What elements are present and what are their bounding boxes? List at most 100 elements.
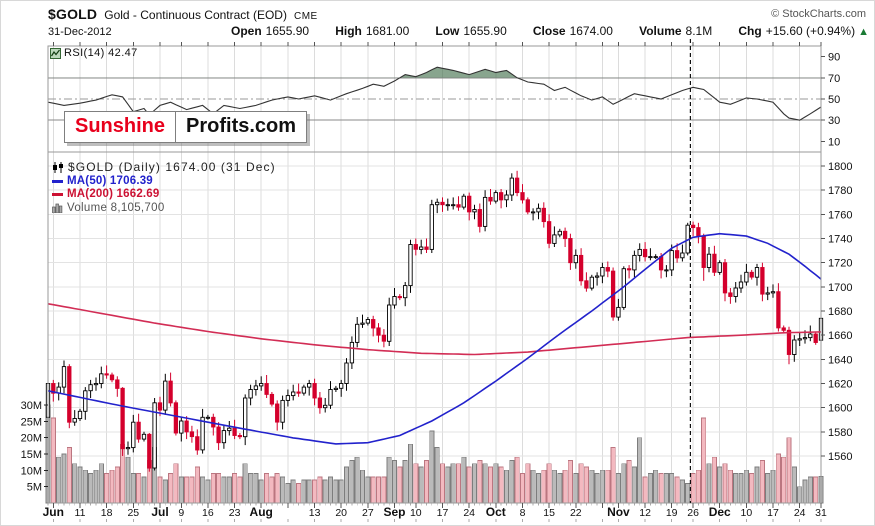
change-up-arrow-icon: ▲ xyxy=(858,26,869,38)
candle-body xyxy=(328,389,333,406)
candle-body xyxy=(552,234,557,244)
candle-body xyxy=(152,402,157,469)
candle-body xyxy=(637,248,642,256)
candle-body xyxy=(125,447,131,450)
volume-bar xyxy=(786,437,792,504)
candle-body xyxy=(120,387,125,450)
x-axis-label: 8 xyxy=(520,507,526,519)
volume-bar xyxy=(88,473,94,504)
volume-bar xyxy=(280,476,286,504)
volume-bar xyxy=(471,463,477,504)
volume-bar xyxy=(194,466,200,504)
volume-bar xyxy=(429,430,435,504)
candle-body xyxy=(472,209,477,213)
candle-body xyxy=(264,383,269,395)
volume-bar xyxy=(333,479,339,504)
x-axis-label: 26 xyxy=(687,507,699,519)
indicator-icon xyxy=(50,47,61,59)
candle-body xyxy=(104,373,109,376)
candle-body xyxy=(520,192,525,201)
candle-body xyxy=(578,254,584,282)
candle-body xyxy=(658,256,664,271)
volume-bar xyxy=(525,463,531,504)
volume-bar xyxy=(407,443,413,504)
volume-bar xyxy=(327,476,333,504)
volume-bar xyxy=(594,473,600,504)
price-panel-border xyxy=(47,151,822,504)
volume-bar xyxy=(647,473,653,504)
candle-body xyxy=(392,296,397,306)
volume-bar xyxy=(482,463,488,504)
candle-body xyxy=(376,327,381,336)
volume-bar xyxy=(530,469,536,504)
volume-axis-label: 15M xyxy=(21,449,42,461)
quote-field-close: Close 1674.00 xyxy=(532,24,613,38)
x-axis-label: 15 xyxy=(543,507,555,519)
volume-bar xyxy=(498,466,504,504)
candle-body xyxy=(514,177,520,194)
rsi-axis-label: 70 xyxy=(828,73,840,85)
candle-body xyxy=(568,238,573,264)
candle-body xyxy=(77,410,83,420)
volume-bar xyxy=(573,473,579,504)
candle-layer xyxy=(45,170,824,472)
volume-bar xyxy=(663,473,669,504)
candlestick-icon xyxy=(53,162,63,174)
candle-body xyxy=(115,379,120,389)
volume-bar xyxy=(157,476,163,504)
ohlc-fields: Open 1655.90 High 1681.00 Low 1655.90 Close 167… xyxy=(231,24,869,38)
candle-body xyxy=(109,374,115,381)
ma50-swatch-icon xyxy=(52,179,63,183)
candle-body xyxy=(738,281,744,289)
candle-body xyxy=(307,383,312,388)
candle-body xyxy=(669,250,674,271)
candle-body xyxy=(291,391,296,397)
candle-body xyxy=(419,246,424,250)
volume-bar xyxy=(583,466,589,504)
volume-bar xyxy=(551,469,557,504)
quote-field-open: Open 1655.90 xyxy=(231,24,310,38)
legend-ma50: MA(50) 1706.39 xyxy=(67,174,153,187)
volume-bar xyxy=(813,476,819,504)
candle-body xyxy=(546,221,552,244)
price-legend: $GOLD (Daily) 1674.00 (31 Dec) MA(50) 17… xyxy=(52,160,276,215)
volume-bar xyxy=(701,417,707,504)
volume-bar xyxy=(445,466,451,504)
candle-body xyxy=(477,209,482,227)
candle-body xyxy=(690,224,696,229)
volume-bar xyxy=(338,479,344,504)
candle-body xyxy=(584,280,589,289)
volume-bar xyxy=(434,447,440,504)
volume-bar xyxy=(727,469,733,504)
volume-bar xyxy=(797,486,803,504)
candle-body xyxy=(355,323,360,343)
volume-bar xyxy=(557,473,563,504)
volume-bar xyxy=(589,469,595,504)
candle-body xyxy=(248,389,253,399)
candle-body xyxy=(802,337,808,340)
rsi-axis-label: 90 xyxy=(828,52,840,64)
price-axis-label: 1720 xyxy=(828,258,852,270)
candle-body xyxy=(456,204,461,208)
sunshine-profits-watermark: Sunshine Profits.com xyxy=(64,111,308,143)
watermark-sunshine: Sunshine xyxy=(64,111,176,143)
candle-body xyxy=(573,254,578,264)
watermark-profits: Profits.com xyxy=(175,111,308,143)
candle-body xyxy=(562,230,568,240)
volume-bar xyxy=(546,463,552,504)
candle-body xyxy=(317,397,323,409)
candle-body xyxy=(813,333,818,343)
volume-bar xyxy=(626,460,632,504)
candle-body xyxy=(696,227,701,237)
quote-field-chg: Chg +15.60 (+0.94%) ▲ xyxy=(738,24,869,38)
candle-body xyxy=(285,395,291,401)
volume-bar xyxy=(285,482,291,504)
rsi-axis-label: 50 xyxy=(828,94,840,106)
candle-body xyxy=(93,383,99,386)
volume-bar xyxy=(439,463,445,504)
volume-bar xyxy=(343,466,349,504)
volume-axis-label: 20M xyxy=(21,433,42,445)
candle-body xyxy=(387,304,392,342)
candle-body xyxy=(760,267,765,295)
